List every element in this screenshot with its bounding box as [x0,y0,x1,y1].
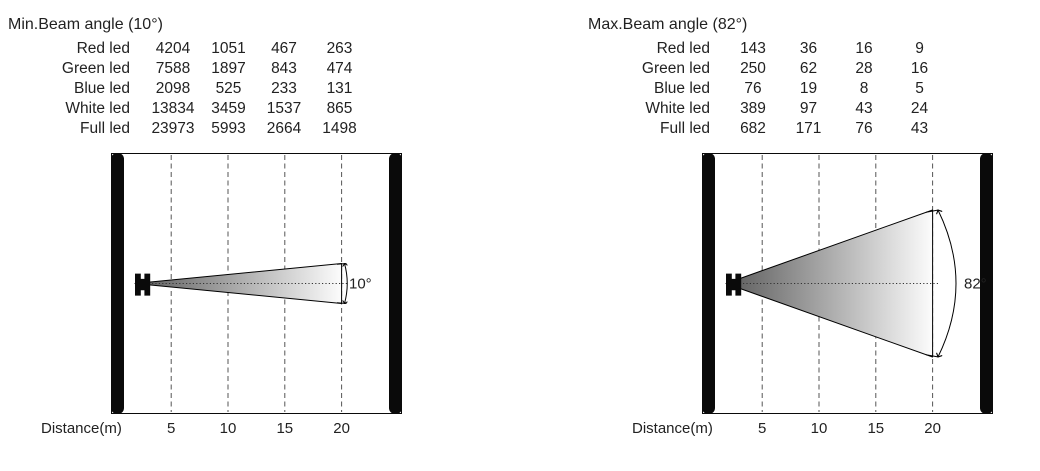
svg-text:82°: 82° [964,276,987,293]
svg-text:Distance(m): Distance(m) [41,420,122,437]
svg-text:20: 20 [333,420,350,437]
svg-text:5: 5 [758,420,766,437]
svg-text:10: 10 [811,420,828,437]
svg-text:10°: 10° [349,276,372,293]
svg-text:20: 20 [924,420,941,437]
svg-text:10: 10 [220,420,237,437]
svg-text:Distance(m): Distance(m) [632,420,713,437]
svg-text:5: 5 [167,420,175,437]
svg-text:15: 15 [276,420,293,437]
svg-text:15: 15 [867,420,884,437]
